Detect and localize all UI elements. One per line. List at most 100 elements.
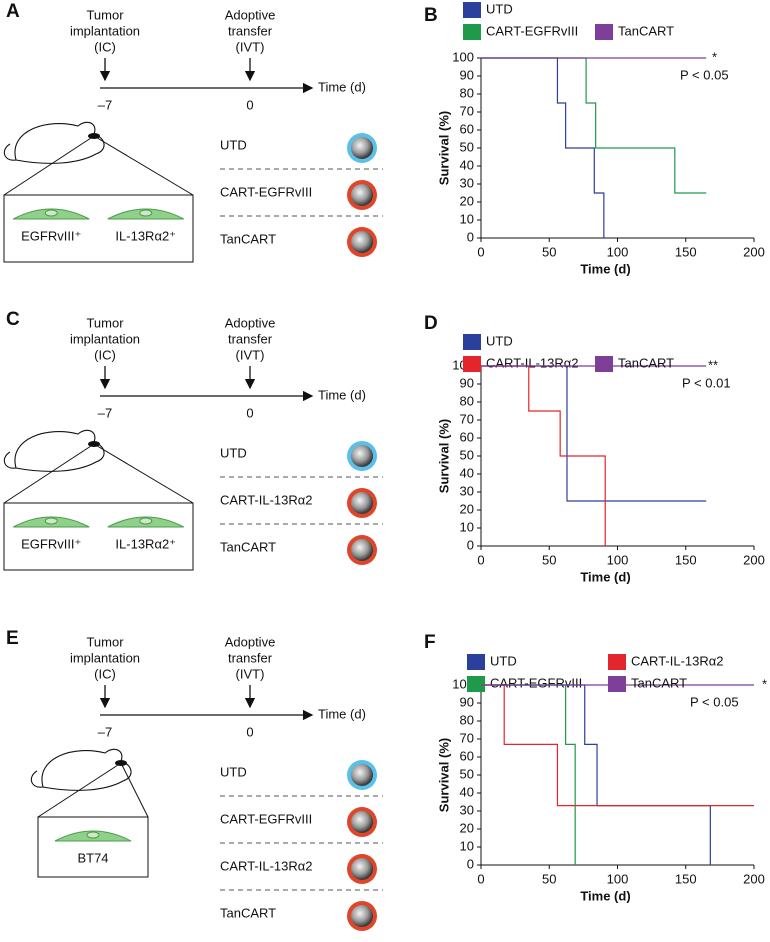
legend-swatch bbox=[608, 654, 626, 670]
transfer-label: Adoptive bbox=[225, 7, 276, 22]
transfer-label: transfer bbox=[228, 650, 273, 665]
group-label: UTD bbox=[220, 445, 247, 460]
day-label: 0 bbox=[246, 97, 253, 112]
legend-swatch bbox=[463, 356, 481, 372]
x-tick-label: 200 bbox=[743, 871, 765, 886]
x-axis-label: Time (d) bbox=[580, 261, 630, 276]
y-tick-label: 70 bbox=[460, 411, 474, 426]
legend-label: UTD bbox=[486, 333, 513, 348]
x-tick-label: 0 bbox=[477, 244, 484, 259]
car-t-core bbox=[351, 811, 373, 833]
day-label: –7 bbox=[98, 724, 112, 739]
y-tick-label: 50 bbox=[460, 766, 474, 781]
x-tick-label: 100 bbox=[607, 552, 629, 567]
y-tick-label: 30 bbox=[460, 175, 474, 190]
y-tick-label: 60 bbox=[460, 429, 474, 444]
x-tick-label: 150 bbox=[675, 244, 697, 259]
car-t-core bbox=[351, 231, 373, 253]
implantation-label: (IC) bbox=[94, 666, 116, 681]
y-tick-label: 20 bbox=[460, 501, 474, 516]
day-label: –7 bbox=[98, 97, 112, 112]
group-label: TanCART bbox=[220, 539, 276, 554]
transfer-label: (IVT) bbox=[236, 39, 265, 54]
mouse bbox=[30, 748, 132, 791]
transfer-label: Adoptive bbox=[225, 634, 276, 649]
implantation-label: (IC) bbox=[94, 347, 116, 362]
x-tick-label: 200 bbox=[743, 244, 765, 259]
y-tick-label: 60 bbox=[460, 121, 474, 136]
transfer-label: transfer bbox=[228, 331, 273, 346]
y-tick-label: 0 bbox=[467, 537, 474, 552]
panel-label: E bbox=[6, 628, 19, 649]
y-tick-label: 40 bbox=[460, 465, 474, 480]
implantation-label: implantation bbox=[70, 23, 140, 38]
legend-label: CART-EGFRvIII bbox=[490, 675, 582, 690]
survival-curve bbox=[481, 57, 707, 194]
x-tick-label: 150 bbox=[675, 552, 697, 567]
cell-box bbox=[37, 816, 149, 878]
x-tick-label: 0 bbox=[477, 552, 484, 567]
implantation-label: (IC) bbox=[94, 39, 116, 54]
x-tick-label: 50 bbox=[542, 552, 556, 567]
y-axis-label: Survival (%) bbox=[436, 738, 451, 812]
annotation: P < 0.01 bbox=[682, 375, 731, 390]
legend-swatch bbox=[467, 676, 485, 692]
car-t-core bbox=[351, 539, 373, 561]
y-tick-label: 40 bbox=[460, 784, 474, 799]
car-t-core bbox=[351, 858, 373, 880]
cell-label: EGFRvIII⁺ bbox=[21, 228, 81, 243]
group-label: TanCART bbox=[220, 905, 276, 920]
car-t-core bbox=[351, 492, 373, 514]
cell-label: IL-13Rα2⁺ bbox=[115, 228, 176, 243]
y-tick-label: 70 bbox=[460, 730, 474, 745]
y-tick-label: 10 bbox=[460, 519, 474, 534]
cell-box bbox=[3, 194, 194, 263]
annotation: P < 0.05 bbox=[680, 67, 729, 82]
timeline-label: Time (d) bbox=[318, 79, 366, 94]
panel-label: F bbox=[424, 632, 436, 653]
y-tick-label: 10 bbox=[460, 211, 474, 226]
legend-swatch bbox=[463, 2, 481, 18]
zoom-lines bbox=[3, 135, 194, 196]
nucleus bbox=[139, 209, 153, 217]
group-label: CART-IL-13Rα2 bbox=[220, 492, 313, 507]
y-tick-label: 0 bbox=[467, 229, 474, 244]
car-t-core bbox=[351, 137, 373, 159]
mouse bbox=[3, 121, 105, 164]
implantation-label: Tumor bbox=[86, 7, 124, 22]
day-label: 0 bbox=[246, 724, 253, 739]
legend-swatch bbox=[467, 654, 485, 670]
group-label: TanCART bbox=[220, 231, 276, 246]
legend-label: CART-EGFRvIII bbox=[486, 23, 578, 38]
y-axis-label: Survival (%) bbox=[436, 111, 451, 185]
day-label: –7 bbox=[98, 405, 112, 420]
cell-label: BT74 bbox=[77, 850, 108, 865]
y-tick-label: 90 bbox=[460, 375, 474, 390]
x-tick-label: 50 bbox=[542, 871, 556, 886]
transfer-label: transfer bbox=[228, 23, 273, 38]
nucleus bbox=[139, 517, 153, 525]
y-tick-label: 30 bbox=[460, 802, 474, 817]
car-t-core bbox=[351, 764, 373, 786]
annotation: * bbox=[762, 676, 767, 691]
y-tick-label: 60 bbox=[460, 748, 474, 763]
legend-label: UTD bbox=[486, 1, 513, 16]
day-label: 0 bbox=[246, 405, 253, 420]
cell-label: IL-13Rα2⁺ bbox=[115, 536, 176, 551]
legend-swatch bbox=[608, 676, 626, 692]
y-tick-label: 80 bbox=[460, 85, 474, 100]
zoom-lines bbox=[3, 443, 194, 504]
y-tick-label: 80 bbox=[460, 712, 474, 727]
x-axis-label: Time (d) bbox=[580, 888, 630, 903]
car-t-core bbox=[351, 184, 373, 206]
group-label: UTD bbox=[220, 137, 247, 152]
cell-label: EGFRvIII⁺ bbox=[21, 536, 81, 551]
survival-curve bbox=[481, 684, 711, 865]
y-tick-label: 70 bbox=[460, 103, 474, 118]
y-tick-label: 20 bbox=[460, 193, 474, 208]
y-tick-label: 30 bbox=[460, 483, 474, 498]
timeline-label: Time (d) bbox=[318, 706, 366, 721]
y-tick-label: 40 bbox=[460, 157, 474, 172]
implantation-label: Tumor bbox=[86, 634, 124, 649]
